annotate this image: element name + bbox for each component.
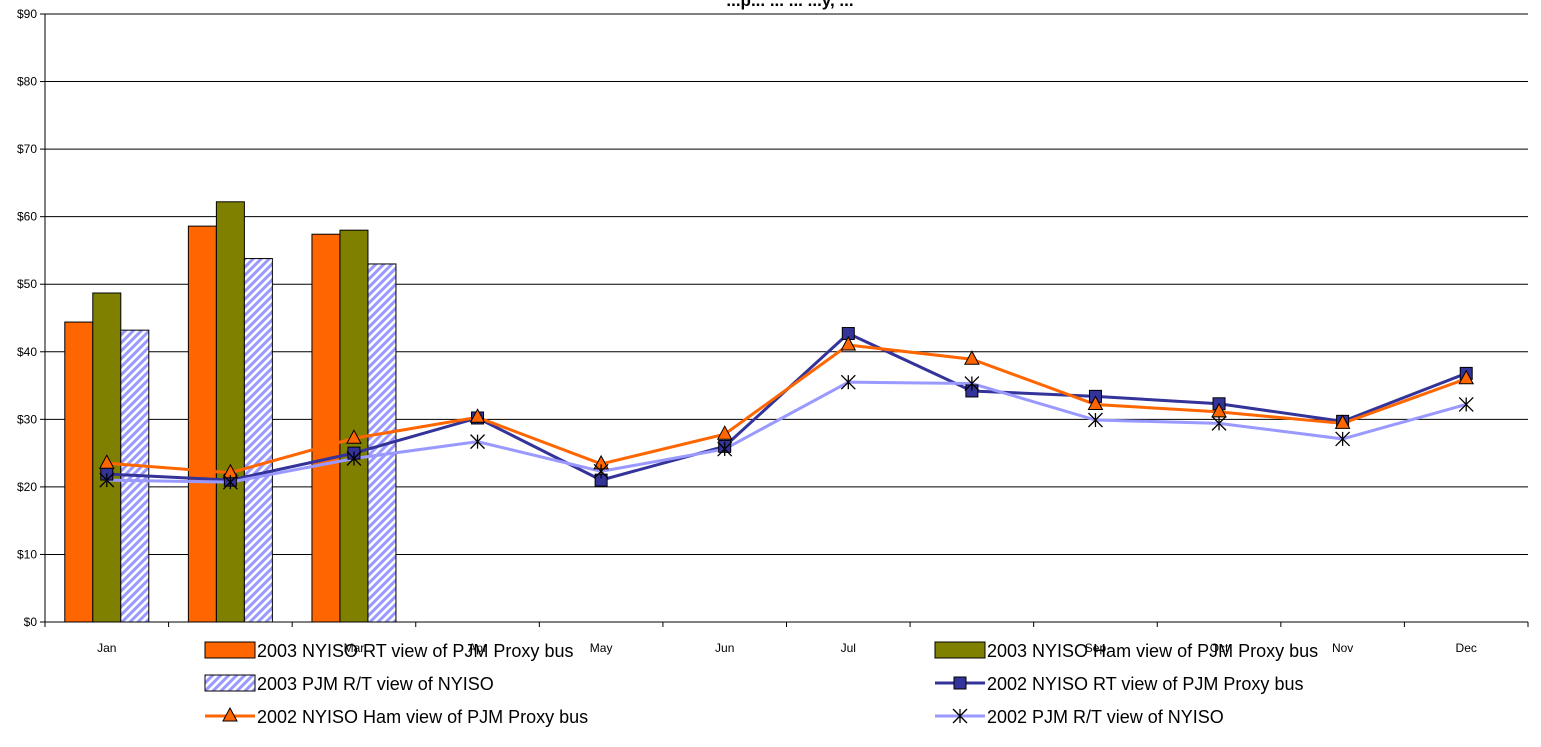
line-series-group [98,327,1475,490]
asterisk-marker [1335,431,1351,447]
y-tick-label: $60 [17,210,37,224]
asterisk-marker [1211,415,1227,431]
legend-swatch [934,641,986,659]
bar-series-group [64,201,397,623]
series-line [106,380,1467,484]
legend-label: 2002 NYISO Ham view of PJM Proxy bus [257,707,588,727]
asterisk-marker [840,374,856,390]
series-line [106,331,1467,482]
bar [215,201,245,623]
square-marker [953,676,967,690]
x-tick-label: Jun [715,641,734,655]
legend-swatch [204,641,256,659]
legend-item: 2003 NYISO Ham view of PJM Proxy bus [934,641,1318,661]
chart-title: ...p... ... ... ...y, ... [726,0,853,10]
asterisk-marker [470,434,486,450]
series-line [106,343,1467,475]
y-tick-label: $40 [17,345,37,359]
grid-lines [45,13,1528,623]
legend-swatch [204,674,256,692]
legend-item: 2002 PJM R/T view of NYISO [935,707,1224,727]
x-tick-label: Dec [1456,641,1477,655]
y-axis: $0 $10 $20 $30 $40 $50 $60 $70 $80 $90 [17,7,46,629]
legend-label: 2003 NYISO RT view of PJM Proxy bus [257,641,573,661]
triangle-marker [346,429,362,444]
x-tick-label: Nov [1332,641,1353,655]
legend: 2003 NYISO RT view of PJM Proxy bus 2003 … [204,641,1318,727]
x-tick-label: Apr [468,641,487,655]
asterisk-marker [717,441,733,457]
triangle-marker [98,454,115,469]
triangle-marker [1087,395,1104,410]
asterisk-marker [99,472,115,488]
x-tick-label: Jan [97,641,116,655]
y-tick-label: $20 [17,480,37,494]
asterisk-marker [222,474,238,490]
triangle-marker [222,706,238,722]
y-tick-label: $70 [17,142,37,156]
bar [243,258,273,623]
x-tick-label: May [590,641,613,655]
asterisk-marker [1087,412,1103,428]
legend-label: 2002 PJM R/T view of NYISO [987,707,1224,727]
x-tick-label: Mar [344,641,365,655]
x-tick-label: Sep [1085,641,1107,655]
legend-label: 2002 NYISO RT view of PJM Proxy bus [987,674,1303,694]
triangle-marker [1334,414,1351,429]
triangle-marker [1458,369,1475,385]
x-tick-label: Jul [841,641,856,655]
asterisk-marker [952,708,968,724]
bar [187,225,217,623]
y-tick-label: $10 [17,547,37,561]
triangle-marker [964,350,980,365]
bar [311,233,341,623]
legend-item: 2002 NYISO RT view of PJM Proxy bus [935,674,1303,694]
legend-item: 2002 NYISO Ham view of PJM Proxy bus [205,706,588,727]
asterisk-marker [346,451,362,466]
asterisk-marker [1458,397,1474,412]
legend-item: 2003 NYISO RT view of PJM Proxy bus [204,641,573,661]
triangle-marker [716,425,733,440]
legend-label: 2003 PJM R/T view of NYISO [257,674,494,694]
triangle-marker [469,408,486,423]
y-tick-label: $90 [17,7,37,21]
legend-item: 2003 PJM R/T view of NYISO [204,674,494,694]
asterisk-marker [964,376,980,391]
asterisk-marker [593,463,609,479]
bar [64,321,94,623]
bar [339,229,369,623]
y-tick-label: $50 [17,277,37,291]
y-tick-label: $30 [17,412,37,426]
legend-label: 2003 NYISO Ham view of PJM Proxy bus [987,641,1318,661]
x-tick-label: Oct [1210,641,1229,655]
triangle-marker [840,335,857,351]
y-tick-label: $80 [17,75,37,89]
y-tick-label: $0 [24,615,38,629]
